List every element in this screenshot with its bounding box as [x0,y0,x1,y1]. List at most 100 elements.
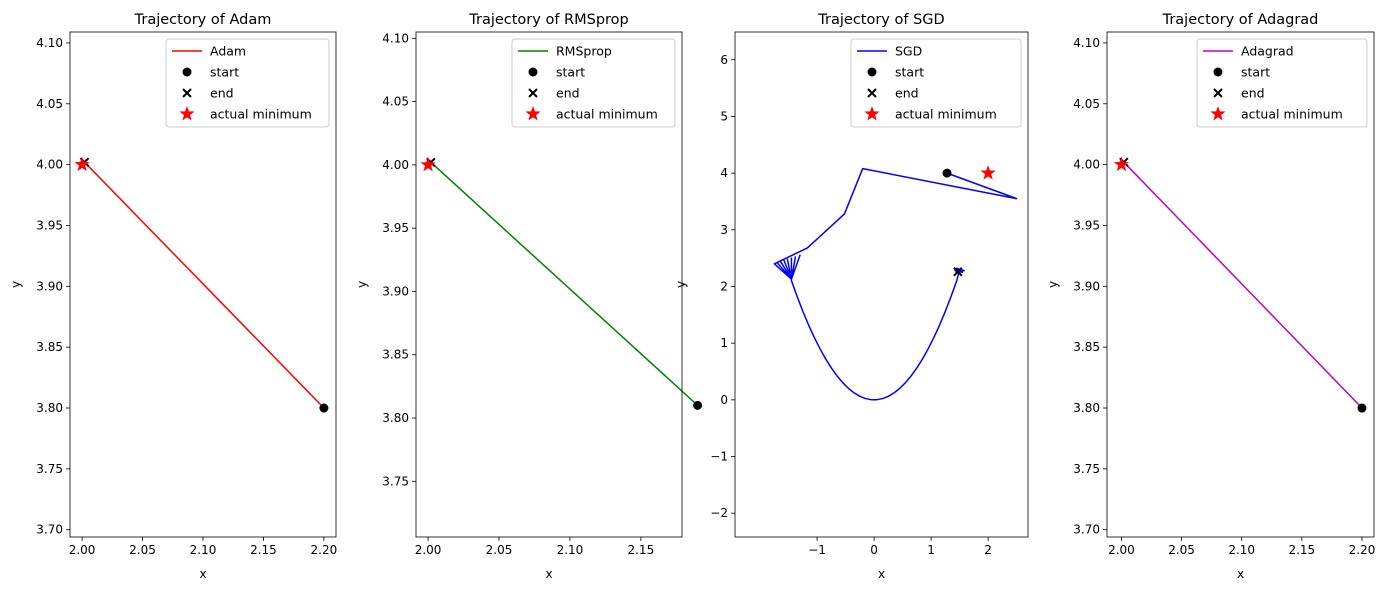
x-tick-label: 2.15 [1288,543,1315,557]
y-tick-label: 3.80 [36,401,63,415]
y-tick-label: 6 [720,53,728,67]
y-tick-label: 4.10 [1073,36,1100,50]
subplot-1: Trajectory of RMSprop x y 2.00 2.05 2.10 2.15 3… [355,12,703,581]
subplot-0: Trajectory of Adam x y 2.00 2.05 2.10 2.15 2.20… [9,12,337,581]
series-line-sgd [773,167,1018,401]
y-tick-label: −2 [710,506,728,520]
x-tick-label: 2.05 [486,543,513,557]
legend-end-swatch [1213,88,1223,98]
x-tick-label: 2.15 [627,543,654,557]
y-axis-label: y [355,281,369,288]
y-tick-label: 3.70 [36,523,63,537]
legend: Adagrad start end actual minimum [1196,38,1368,128]
y-tick-label: 4 [720,166,728,180]
axes-frame [69,31,337,538]
legend: SGD start end actual minimum [850,38,1022,128]
legend-minimum-swatch [525,106,541,121]
y-tick-label: 3.95 [1073,218,1100,232]
legend-label: end [556,86,580,101]
legend-label: Adagrad [1241,44,1294,59]
x-tick-label: 2.10 [190,543,217,557]
x-tick-label: 0 [870,543,878,557]
x-tick-label: 2.15 [250,543,277,557]
x-tick-label: 2.05 [1168,543,1195,557]
chart-title: Trajectory of Adagrad [1162,12,1319,28]
legend-label: end [1241,86,1265,101]
axes-frame [1106,31,1375,538]
y-axis-label: y [674,281,688,288]
start-marker [319,403,329,413]
y-tick-label: 4.05 [382,95,409,109]
end-marker [953,267,963,277]
legend-start-swatch [1213,67,1223,77]
axes-frame [734,31,1029,538]
y-tick-label: 3.80 [1073,401,1100,415]
y-tick-label: 4.05 [36,97,63,111]
y-tick-label: 4.05 [1073,97,1100,111]
y-tick-label: 3.90 [36,279,63,293]
legend-end-swatch [182,88,192,98]
x-axis-label: x [545,567,552,581]
legend-label: actual minimum [210,107,312,122]
actual-minimum-marker [1113,156,1130,172]
series-line-adagrad [1123,161,1363,409]
y-tick-label: 2 [720,279,728,293]
y-tick-label: 4.10 [36,36,63,50]
y-tick-label: 3.85 [36,340,63,354]
legend-end-swatch [867,88,877,98]
x-tick-label: 2.00 [415,543,442,557]
x-tick-label: 2.20 [1349,543,1376,557]
y-tick-label: 3.90 [382,284,409,298]
actual-minimum-marker [980,165,996,180]
y-tick-label: 0 [720,393,728,407]
legend-label: SGD [895,44,922,59]
y-tick-label: 4.10 [382,31,409,45]
legend-start-swatch [182,67,192,77]
legend-minimum-swatch [179,106,195,121]
y-tick-label: 3.95 [382,221,409,235]
x-tick-label: 1 [927,543,935,557]
start-marker [942,168,952,178]
legend-label: start [210,65,239,80]
chart-title: Trajectory of SGD [817,12,944,28]
x-tick-label: 2 [984,543,992,557]
chart-title: Trajectory of RMSprop [468,12,629,28]
series-line-adam [83,161,325,409]
y-tick-label: 3.85 [382,348,409,362]
legend-label: actual minimum [556,107,658,122]
y-tick-label: 3.75 [382,474,409,488]
legend-label: start [1241,65,1270,80]
x-tick-label: 2.10 [557,543,584,557]
y-tick-label: 3 [720,223,728,237]
legend-label: end [210,86,234,101]
y-tick-label: 3.70 [1073,523,1100,537]
legend-minimum-swatch [1210,106,1226,121]
legend: Adam start end actual minimum [165,38,330,128]
legend-label: actual minimum [895,107,997,122]
subplot-3: Trajectory of Adagrad x y 2.00 2.05 2.10 2.15 2… [1046,12,1375,581]
legend-start-swatch [867,67,877,77]
legend-box [850,38,1022,128]
y-tick-label: 3.85 [1073,340,1100,354]
chart-title: Trajectory of Adam [134,12,272,28]
legend-label: end [895,86,919,101]
x-axis-label: x [199,567,206,581]
y-tick-label: 3.95 [36,218,63,232]
subplot-2: Trajectory of SGD x y −1 0 1 2 −2 −1 0 1 2 3 4 5 6 SGD st… [674,12,1029,581]
x-axis-label: x [1237,567,1244,581]
actual-minimum-marker [74,156,90,172]
y-tick-label: 1 [720,336,728,350]
legend-label: actual minimum [1241,107,1343,122]
y-tick-label: 3.75 [36,462,63,476]
actual-minimum-marker [420,156,436,172]
legend-box [165,38,330,128]
y-axis-label: y [1046,281,1060,288]
y-tick-label: 3.75 [1073,462,1100,476]
y-tick-label: −1 [710,450,728,464]
x-tick-label: 2.05 [129,543,156,557]
y-tick-label: 3.90 [1073,279,1100,293]
legend-label: start [556,65,585,80]
legend-label: Adam [210,44,246,59]
y-tick-label: 4.00 [382,158,409,172]
